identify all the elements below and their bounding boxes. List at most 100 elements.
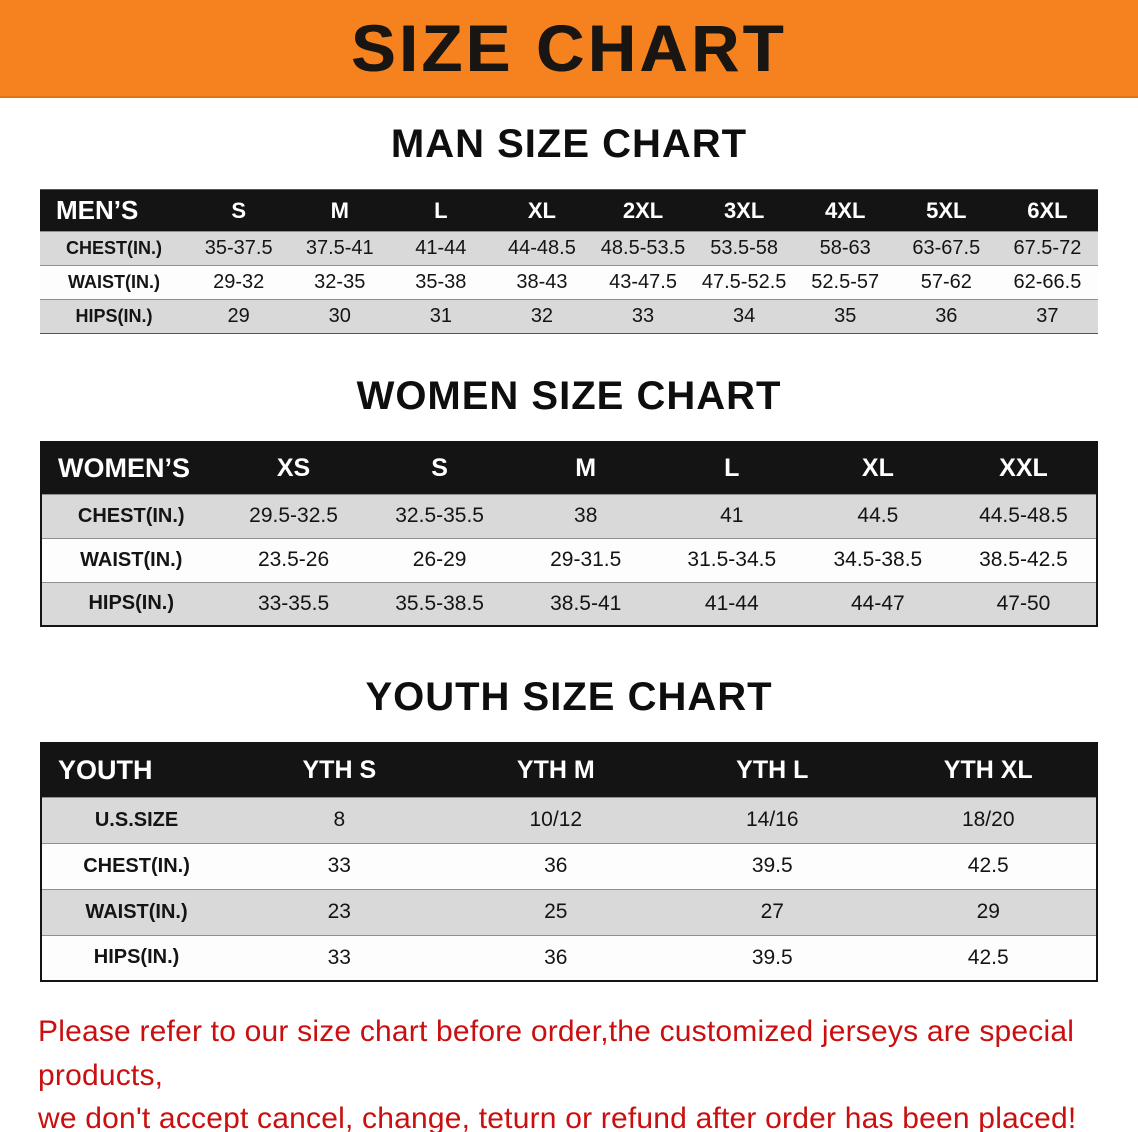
size-value-cell: 37 xyxy=(996,299,1098,334)
size-value-cell: 34 xyxy=(693,299,795,334)
size-value-cell: 39.5 xyxy=(664,842,881,889)
table-title-cell: MEN’S xyxy=(40,189,189,232)
row-label-cell: WAIST(IN.) xyxy=(40,265,189,300)
size-value-cell: 47.5-52.5 xyxy=(693,265,795,300)
size-value-cell: 41-44 xyxy=(658,581,805,626)
size-value-cell: 33-35.5 xyxy=(220,581,367,626)
men-section-heading: MAN SIZE CHART xyxy=(390,122,748,166)
size-column-header: XL xyxy=(804,442,951,494)
size-column-header: 5XL xyxy=(895,189,997,232)
table-row: HIPS(IN.) 33-35.5 35.5-38.5 38.5-41 41-44 44-… xyxy=(41,581,1097,626)
size-value-cell: 33 xyxy=(231,842,448,889)
youth-section: YOUTH SIZE CHART YOUTH YTH S YTH M YTH L YTH… xyxy=(0,675,1138,982)
size-value-cell: 29-31.5 xyxy=(512,537,659,582)
size-value-cell: 25 xyxy=(447,888,665,935)
disclaimer-line-2: we don't accept cancel, change, teturn o… xyxy=(38,1102,1077,1132)
size-value-cell: 47-50 xyxy=(950,581,1097,626)
size-column-header: L xyxy=(658,442,805,494)
women-size-table: WOMEN’S XS S M L XL XXL CHEST(IN.) 29.5-32.5 32.5… xyxy=(40,441,1098,627)
table-row: CHEST(IN.) 29.5-32.5 32.5-35.5 38 41 44.5 44.5… xyxy=(41,493,1097,538)
size-value-cell: 36 xyxy=(447,934,665,981)
table-title-cell: WOMEN’S xyxy=(41,442,221,494)
size-column-header: M xyxy=(289,189,391,232)
men-size-table: MEN’S S M L XL 2XL 3XL 4XL 5XL 6XL CHEST(IN.) 35-37… xyxy=(40,189,1098,334)
size-value-cell: 10/12 xyxy=(447,796,665,843)
size-value-cell: 44.5-48.5 xyxy=(950,493,1097,538)
size-value-cell: 32.5-35.5 xyxy=(366,493,513,538)
size-value-cell: 27 xyxy=(664,888,881,935)
size-value-cell: 63-67.5 xyxy=(895,231,997,266)
row-label-cell: WAIST(IN.) xyxy=(41,888,232,935)
size-column-header: XL xyxy=(491,189,593,232)
size-column-header: M xyxy=(512,442,659,494)
size-value-cell: 18/20 xyxy=(880,796,1097,843)
size-value-cell: 38.5-42.5 xyxy=(950,537,1097,582)
youth-size-table: YOUTH YTH S YTH M YTH L YTH XL U.S.SIZE 8 10/12… xyxy=(40,742,1098,982)
size-value-cell: 33 xyxy=(592,299,694,334)
size-value-cell: 36 xyxy=(895,299,997,334)
size-column-header: 4XL xyxy=(794,189,896,232)
size-value-cell: 44-47 xyxy=(804,581,951,626)
table-row: CHEST(IN.) 35-37.5 37.5-41 41-44 44-48.5 48.5… xyxy=(40,231,1098,266)
size-value-cell: 14/16 xyxy=(664,796,881,843)
size-column-header: S xyxy=(188,189,290,232)
size-value-cell: 32-35 xyxy=(289,265,391,300)
men-section: MAN SIZE CHART MEN’S S M L XL 2XL 3XL 4XL 5XL 6XL… xyxy=(0,122,1138,334)
size-value-cell: 67.5-72 xyxy=(996,231,1098,266)
size-value-cell: 37.5-41 xyxy=(289,231,391,266)
table-header-row: YOUTH YTH S YTH M YTH L YTH XL xyxy=(41,743,1097,797)
size-column-header: 2XL xyxy=(592,189,694,232)
size-column-header: 6XL xyxy=(996,189,1098,232)
size-value-cell: 38 xyxy=(512,493,659,538)
size-value-cell: 52.5-57 xyxy=(794,265,896,300)
size-value-cell: 29 xyxy=(188,299,290,334)
table-row: HIPS(IN.) 33 36 39.5 42.5 xyxy=(41,934,1097,981)
size-value-cell: 48.5-53.5 xyxy=(592,231,694,266)
size-column-header: YTH XL xyxy=(880,743,1097,797)
size-value-cell: 38-43 xyxy=(491,265,593,300)
row-label-cell: HIPS(IN.) xyxy=(41,581,221,626)
table-row: WAIST(IN.) 23.5-26 26-29 29-31.5 31.5-34.5 34… xyxy=(41,537,1097,582)
size-value-cell: 29 xyxy=(880,888,1097,935)
size-value-cell: 29-32 xyxy=(188,265,290,300)
size-value-cell: 38.5-41 xyxy=(512,581,659,626)
row-label-cell: CHEST(IN.) xyxy=(41,493,221,538)
size-column-header: XXL xyxy=(950,442,1097,494)
size-value-cell: 33 xyxy=(231,934,448,981)
row-label-cell: HIPS(IN.) xyxy=(40,299,189,334)
size-value-cell: 41 xyxy=(658,493,805,538)
size-value-cell: 42.5 xyxy=(880,934,1097,981)
size-value-cell: 36 xyxy=(447,842,665,889)
size-value-cell: 39.5 xyxy=(664,934,881,981)
women-section: WOMEN SIZE CHART WOMEN’S XS S M L XL XXL CHEST(… xyxy=(0,374,1138,627)
row-label-cell: HIPS(IN.) xyxy=(41,934,232,981)
youth-section-heading: YOUTH SIZE CHART xyxy=(365,675,773,719)
table-row: U.S.SIZE 8 10/12 14/16 18/20 xyxy=(41,796,1097,843)
size-value-cell: 29.5-32.5 xyxy=(220,493,367,538)
size-value-cell: 42.5 xyxy=(880,842,1097,889)
size-column-header: L xyxy=(390,189,492,232)
size-value-cell: 44-48.5 xyxy=(491,231,593,266)
table-row: CHEST(IN.) 33 36 39.5 42.5 xyxy=(41,842,1097,889)
table-row: WAIST(IN.) 23 25 27 29 xyxy=(41,888,1097,935)
size-value-cell: 53.5-58 xyxy=(693,231,795,266)
size-value-cell: 31.5-34.5 xyxy=(658,537,805,582)
size-column-header: YTH M xyxy=(447,743,665,797)
table-header-row: WOMEN’S XS S M L XL XXL xyxy=(41,442,1097,494)
size-value-cell: 31 xyxy=(390,299,492,334)
table-row: HIPS(IN.) 29 30 31 32 33 34 35 36 37 xyxy=(40,299,1098,334)
row-label-cell: CHEST(IN.) xyxy=(40,231,189,266)
women-section-heading: WOMEN SIZE CHART xyxy=(356,374,782,418)
table-row: WAIST(IN.) 29-32 32-35 35-38 38-43 43-47.5 47.… xyxy=(40,265,1098,300)
size-column-header: 3XL xyxy=(693,189,795,232)
size-column-header: XS xyxy=(220,442,367,494)
size-value-cell: 34.5-38.5 xyxy=(804,537,951,582)
size-value-cell: 58-63 xyxy=(794,231,896,266)
table-header-row: MEN’S S M L XL 2XL 3XL 4XL 5XL 6XL xyxy=(40,189,1098,232)
size-value-cell: 23.5-26 xyxy=(220,537,367,582)
size-value-cell: 35 xyxy=(794,299,896,334)
size-value-cell: 57-62 xyxy=(895,265,997,300)
size-value-cell: 41-44 xyxy=(390,231,492,266)
size-value-cell: 8 xyxy=(231,796,448,843)
